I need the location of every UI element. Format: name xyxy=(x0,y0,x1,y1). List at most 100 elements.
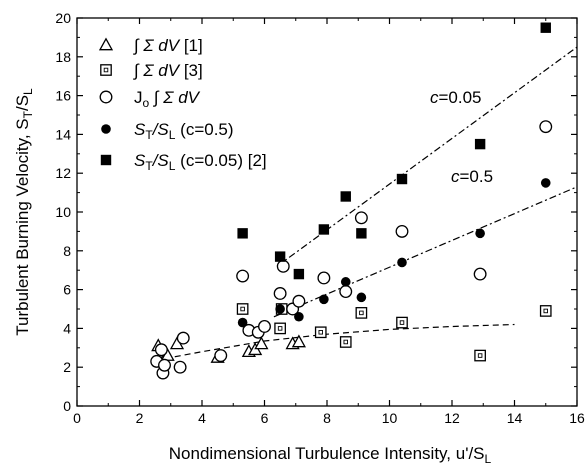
y-tick-label: 4 xyxy=(63,320,71,336)
data-point-square-open-box xyxy=(355,307,368,319)
y-tick-label: 0 xyxy=(63,398,71,414)
data-point-circle-open xyxy=(158,358,171,372)
data-point-square-open-inner xyxy=(399,320,405,325)
x-tick-label: 2 xyxy=(136,410,144,426)
data-point-circle-open xyxy=(317,271,331,285)
data-markers xyxy=(150,22,553,380)
data-point-square-open-inner xyxy=(277,326,283,331)
data-point-square-open xyxy=(474,349,486,362)
series-circle-filled xyxy=(237,178,551,328)
legend-marker-circle-open xyxy=(99,90,113,104)
y-tick-label: 20 xyxy=(55,10,71,26)
legend-marker-square-open-box xyxy=(100,64,112,76)
data-point-square-filled xyxy=(293,268,305,280)
data-point-square-open xyxy=(355,307,368,319)
data-point-circle-filled xyxy=(475,228,485,239)
fit-line-dashed xyxy=(154,323,515,361)
data-point-circle-open xyxy=(176,331,190,345)
data-point-square-open-box xyxy=(314,326,327,339)
series-square-open xyxy=(236,303,552,362)
data-point-circle-open xyxy=(273,287,287,300)
legend-item: ∫ Σ dV [3] xyxy=(100,61,203,80)
legend-item: ∫ Σ dV [1] xyxy=(98,36,203,55)
legend-label: ST/SL (c=0.05) [2] xyxy=(134,151,267,173)
data-point-square-open-inner xyxy=(318,330,324,335)
data-point-square-open xyxy=(314,326,327,339)
data-point-square-open-inner xyxy=(359,310,364,316)
legend-item: ST/SL (c=0.05) [2] xyxy=(100,151,267,173)
x-tick-label: 6 xyxy=(261,410,269,426)
fit-line-label: c=0.5 xyxy=(451,167,493,186)
data-point-square-open-inner xyxy=(543,308,549,314)
legend-item: ST/SL (c=0.5) xyxy=(101,120,234,142)
legend-marker-triangle-open xyxy=(98,37,114,51)
data-point-circle-open xyxy=(395,224,409,238)
legend-label: Jo ∫ Σ dV xyxy=(134,88,201,110)
legend-label: ST/SL (c=0.5) xyxy=(134,120,234,142)
data-point-circle-filled xyxy=(237,317,248,328)
data-point-circle-open xyxy=(473,267,487,281)
y-tick-label: 12 xyxy=(55,165,71,181)
data-point-square-open-inner xyxy=(343,339,349,345)
data-point-square-open xyxy=(236,303,249,315)
data-point-circle-open xyxy=(539,120,553,134)
x-tick-label: 0 xyxy=(73,410,81,426)
data-point-triangle-open xyxy=(254,336,269,350)
data-point-circle-open xyxy=(354,211,368,225)
data-point-square-open-box xyxy=(474,349,486,362)
legend-marker-circle-filled xyxy=(101,124,111,134)
data-point-circle-filled xyxy=(340,277,351,287)
x-tick-label: 14 xyxy=(507,410,523,426)
data-point-square-filled xyxy=(318,224,330,235)
series-triangle-open xyxy=(151,334,306,367)
axis-ticks: 0 2 4 6 8 10 12 14 16 0 2 4 6 8 10 12 14 16 18 20 xyxy=(55,10,585,426)
data-point-circle-filled xyxy=(356,292,367,303)
data-point-circle-filled xyxy=(540,178,551,188)
y-tick-label: 10 xyxy=(55,204,71,220)
fit-line-label: c=0.05 xyxy=(430,88,482,107)
x-tick-label: 10 xyxy=(382,410,398,426)
y-tick-label: 18 xyxy=(55,49,71,65)
legend-marker-square-filled xyxy=(100,154,112,166)
legend-label: ∫ Σ dV [1] xyxy=(133,36,203,55)
data-point-square-filled xyxy=(274,251,286,262)
data-point-circle-open xyxy=(154,343,168,357)
legend-label: ∫ Σ dV [3] xyxy=(133,61,203,80)
y-tick-label: 6 xyxy=(63,282,71,298)
data-point-circle-filled xyxy=(397,257,407,268)
data-point-square-open-box xyxy=(539,305,552,317)
data-point-circle-filled xyxy=(294,311,304,322)
data-point-square-filled xyxy=(474,138,486,150)
data-point-square-open xyxy=(274,322,286,335)
data-point-square-open-box xyxy=(396,316,408,329)
x-tick-label: 16 xyxy=(569,410,585,426)
fit-line-dash-dot xyxy=(273,186,578,318)
y-axis-title: Turbulent Burning Velocity, ST/SL xyxy=(13,88,35,336)
x-tick-label: 4 xyxy=(198,410,206,426)
data-point-square-open xyxy=(339,336,352,348)
data-point-circle-open xyxy=(292,294,306,308)
y-tick-label: 2 xyxy=(63,359,71,375)
x-axis-title: Nondimensional Turbulence Intensity, u'/… xyxy=(169,444,492,466)
data-point-circle-open xyxy=(258,320,271,333)
x-tick-label: 12 xyxy=(444,410,460,426)
legend-marker-square-open xyxy=(100,64,112,76)
legend-item: Jo ∫ Σ dV xyxy=(99,88,201,110)
data-point-circle-open xyxy=(173,360,187,374)
data-point-square-open xyxy=(539,305,552,317)
data-point-circle-filled xyxy=(275,304,285,314)
data-point-circle-open xyxy=(236,269,250,283)
data-point-square-filled xyxy=(396,173,408,185)
y-tick-label: 14 xyxy=(55,126,71,142)
y-tick-label: 8 xyxy=(63,243,71,259)
data-point-circle-filled xyxy=(319,294,329,305)
legend-marker-square-open-inner xyxy=(103,67,109,73)
data-point-square-filled xyxy=(340,191,351,202)
data-point-square-filled xyxy=(237,228,248,239)
x-tick-label: 8 xyxy=(323,410,331,426)
data-point-square-filled xyxy=(356,228,367,239)
data-point-square-open-box xyxy=(236,303,249,315)
data-point-square-open-inner xyxy=(240,306,245,312)
data-point-circle-open xyxy=(276,259,290,273)
